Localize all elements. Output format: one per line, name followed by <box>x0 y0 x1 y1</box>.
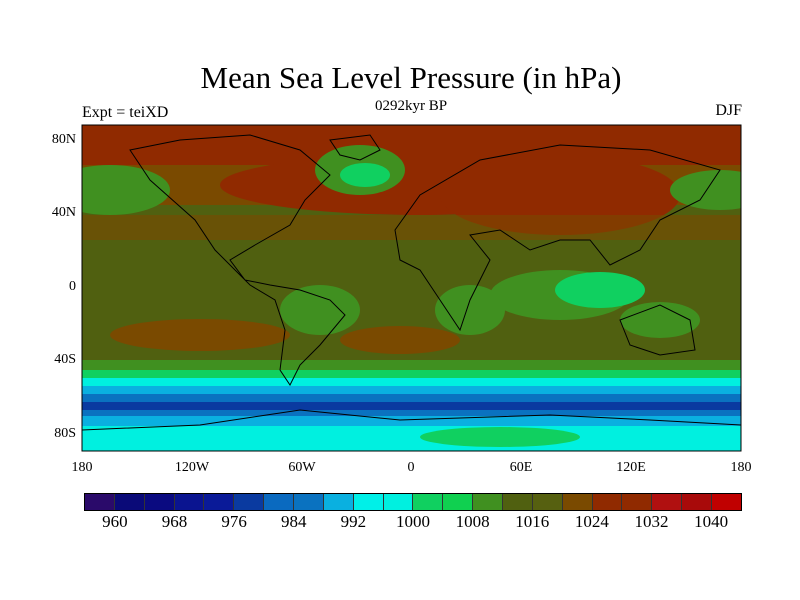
colorbar-label: 1000 <box>396 512 430 531</box>
plot-title: Mean Sea Level Pressure (in hPa) <box>200 60 622 95</box>
colorbar-box <box>204 494 235 510</box>
field-icelandic-low-core <box>340 163 390 187</box>
field-atlantic-high <box>340 326 460 354</box>
colorbar-label: 968 <box>161 512 188 531</box>
colorbar-box <box>622 494 653 510</box>
colorbar-label: 1040 <box>694 512 729 531</box>
lat-tick-label: 40N <box>51 205 76 220</box>
colorbar-box <box>114 494 145 510</box>
colorbar-label: 1008 <box>455 512 490 531</box>
field-band-antarctic-1 <box>82 416 741 426</box>
field-subtropical-north <box>82 215 741 240</box>
colorbar <box>84 493 742 511</box>
field-band-988 <box>82 386 741 394</box>
field-band-1012 <box>82 360 741 370</box>
field-antarctic-high <box>420 427 580 447</box>
lon-tick-label: 0 <box>407 460 415 475</box>
lon-tick-label: 180 <box>730 460 752 475</box>
field-australia-low <box>620 302 700 338</box>
colorbar-box <box>712 494 741 510</box>
field-maritime-core <box>555 272 645 308</box>
field-pacific-high <box>110 319 290 351</box>
colorbar-label: 984 <box>280 512 307 531</box>
field-aleutian-low-east <box>670 170 741 210</box>
lat-tick-label: 80S <box>54 426 76 441</box>
colorbar-box <box>532 494 563 510</box>
colorbar-box <box>592 494 623 510</box>
colorbar-label: 976 <box>221 512 247 531</box>
colorbar-box <box>413 494 444 510</box>
season-label: DJF <box>715 102 742 119</box>
plot-subtitle: 0292kyr BP <box>374 98 448 114</box>
colorbar-box <box>85 494 115 510</box>
colorbar-box <box>294 494 324 510</box>
coastlines <box>82 134 741 431</box>
colorbar-label: 1024 <box>574 512 609 531</box>
colorbar-label: 1032 <box>634 512 669 531</box>
field-band-996 <box>82 378 741 386</box>
lon-tick-label: 60E <box>509 460 533 475</box>
lat-tick-label: 0 <box>69 279 76 294</box>
colorbar-box <box>383 494 414 510</box>
colorbar-box <box>473 494 504 510</box>
lon-tick-label: 60W <box>288 460 316 475</box>
map-frame <box>81 124 742 452</box>
lat-tick-label: 40S <box>54 352 76 367</box>
experiment-label: Expt = teiXD <box>82 104 169 121</box>
field-band-antarctic-2 <box>82 426 741 451</box>
lon-tick-label: 120W <box>174 460 210 475</box>
colorbar-box <box>652 494 683 510</box>
colorbar-label: 1016 <box>515 512 550 531</box>
field-band-1004 <box>82 370 741 378</box>
colorbar-box <box>174 494 205 510</box>
lon-tick-label: 120E <box>616 460 646 475</box>
colorbar-label: 992 <box>340 512 367 531</box>
field-band-976 <box>82 402 741 410</box>
lat-tick-label: 80N <box>51 132 76 147</box>
colorbar-box <box>503 494 533 510</box>
colorbar-box <box>682 494 713 510</box>
colorbar-box <box>443 494 474 510</box>
colorbar-box <box>353 494 384 510</box>
colorbar-box <box>144 494 175 510</box>
colorbar-box <box>562 494 593 510</box>
field-south-america-low <box>280 285 360 335</box>
colorbar-box <box>234 494 265 510</box>
field-africa-low <box>435 285 505 335</box>
lon-tick-label: 180 <box>71 460 93 475</box>
colorbar-label: 960 <box>102 512 128 531</box>
colorbar-box <box>264 494 295 510</box>
colorbar-box <box>323 494 354 510</box>
